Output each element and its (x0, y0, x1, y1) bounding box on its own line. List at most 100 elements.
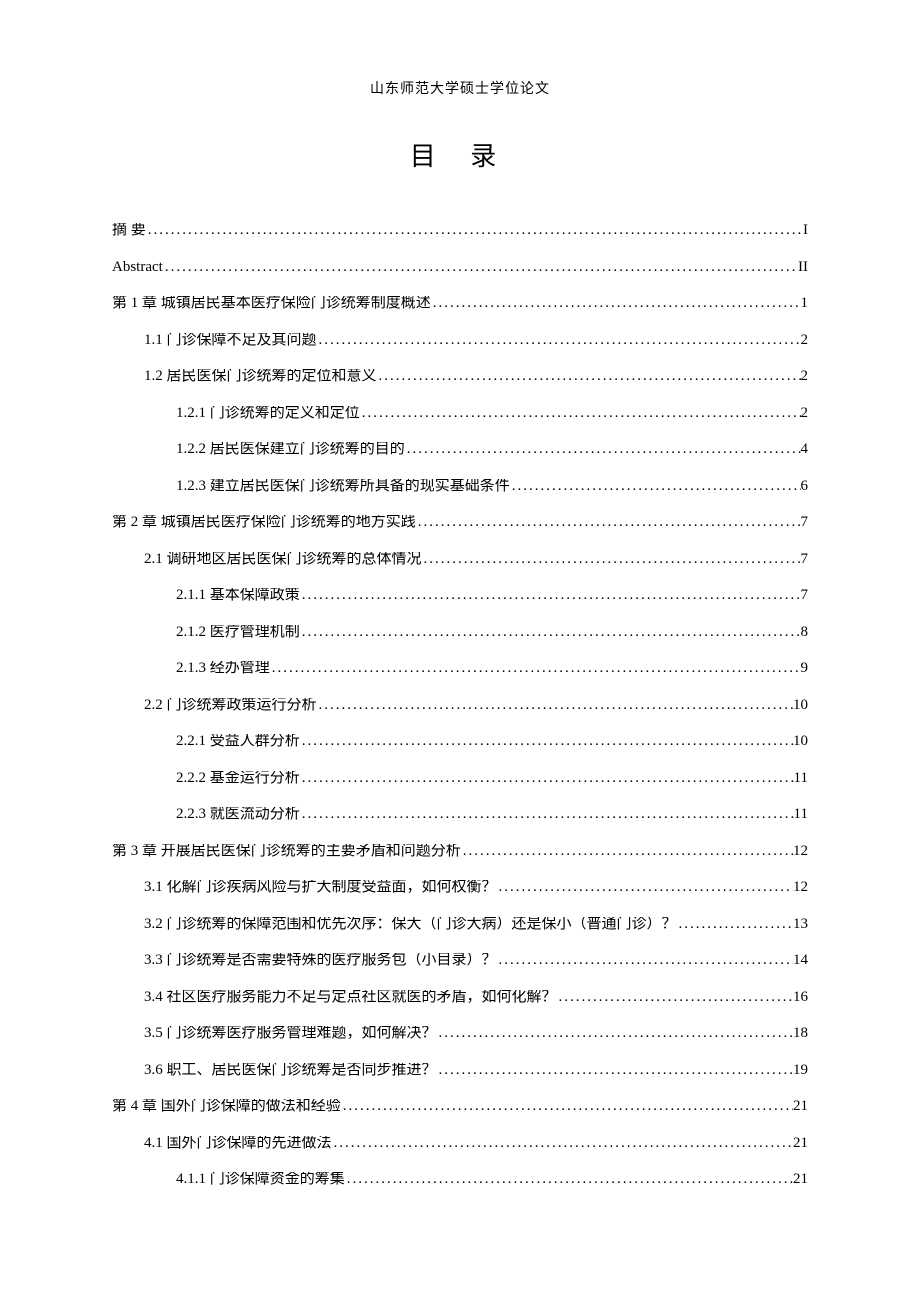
toc-leader-dots: ........................................… (146, 223, 803, 238)
toc-entry-text: 1.2.3 建立居民医保门诊统筹所具备的现实基础条件 (176, 479, 510, 494)
toc-entry: Abstract................................… (112, 260, 808, 275)
toc-entry: 第 2 章 城镇居民医疗保险门诊统筹的地方实践 ................… (112, 515, 808, 530)
toc-leader-dots: ........................................… (300, 588, 801, 603)
document-page: 山东师范大学硕士学位论文 目 录 摘 要....................… (0, 0, 920, 1259)
toc-entry: 1.1 门诊保障不足及其问题..........................… (112, 333, 808, 348)
toc-entry: 2.1 调研地区居民医保门诊统筹的总体情况...................… (112, 552, 808, 567)
toc-entry-text: 1.2.2 居民医保建立门诊统筹的目的 (176, 442, 405, 457)
toc-leader-dots: ........................................… (416, 515, 801, 530)
toc-entry-page: 21 (793, 1099, 808, 1114)
toc-entry-text: 1.2 居民医保门诊统筹的定位和意义 (144, 369, 377, 384)
toc-entry: 第 4 章 国外门诊保障的做法和经验 .....................… (112, 1099, 808, 1114)
toc-leader-dots: ........................................… (377, 369, 801, 384)
toc-entry-text: 2.1 调研地区居民医保门诊统筹的总体情况 (144, 552, 422, 567)
toc-leader-dots: ........................................… (437, 1063, 793, 1078)
toc-leader-dots: ........................................… (497, 953, 793, 968)
toc-entry-page: 2 (801, 406, 809, 421)
toc-entry: 2.2.2 基金运行分析 ...........................… (112, 771, 808, 786)
toc-entry-page: 9 (801, 661, 809, 676)
toc-leader-dots: ........................................… (317, 333, 801, 348)
toc-entry-text: 摘 要 (112, 223, 146, 238)
toc-entry: 2.1.1 基本保障政策 ...........................… (112, 588, 808, 603)
toc-entry-text: 1.2.1 门诊统筹的定义和定位 (176, 406, 360, 421)
toc-entry: 3.1 化解门诊疾病风险与扩大制度受益面，如何权衡？..............… (112, 880, 808, 895)
toc-entry-page: 13 (793, 917, 808, 932)
toc-leader-dots: ........................................… (360, 406, 801, 421)
toc-entry-text: 3.2 门诊统筹的保障范围和优先次序：保大（门诊大病）还是保小（普通门诊）？ (144, 917, 677, 932)
toc-entry: 第 1 章 城镇居民基本医疗保险门诊统筹制度概述 ...............… (112, 296, 808, 311)
toc-leader-dots: ........................................… (300, 807, 794, 822)
toc-entry-text: 第 4 章 国外门诊保障的做法和经验 (112, 1099, 341, 1114)
toc-entry: 3.2 门诊统筹的保障范围和优先次序：保大（门诊大病）还是保小（普通门诊）？..… (112, 917, 808, 932)
toc-entry-text: 3.5 门诊统筹医疗服务管理难题，如何解决？ (144, 1026, 437, 1041)
toc-entry-page: 1 (801, 296, 809, 311)
toc-entry: 摘 要.....................................… (112, 223, 808, 238)
toc-entry: 第 3 章 开展居民医保门诊统筹的主要矛盾和问题分析 .............… (112, 844, 808, 859)
toc-leader-dots: ........................................… (461, 844, 793, 859)
toc-entry-page: 10 (793, 698, 808, 713)
toc-leader-dots: ........................................… (557, 990, 793, 1005)
toc-entry-text: 2.2.3 就医流动分析 (176, 807, 300, 822)
toc-entry-page: 14 (793, 953, 808, 968)
toc-leader-dots: ........................................… (317, 698, 793, 713)
toc-container: 摘 要.....................................… (112, 223, 808, 1187)
toc-leader-dots: ........................................… (300, 625, 801, 640)
toc-entry: 1.2.3 建立居民医保门诊统筹所具备的现实基础条件 .............… (112, 479, 808, 494)
toc-leader-dots: ........................................… (163, 260, 798, 275)
toc-entry: 1.2.1 门诊统筹的定义和定位 .......................… (112, 406, 808, 421)
toc-entry: 2.1.2 医疗管理机制 ...........................… (112, 625, 808, 640)
page-header: 山东师范大学硕士学位论文 (112, 78, 808, 98)
toc-leader-dots: ........................................… (270, 661, 801, 676)
toc-entry-text: 2.1.1 基本保障政策 (176, 588, 300, 603)
toc-entry: 2.2.1 受益人群分析 ...........................… (112, 734, 808, 749)
toc-entry-page: 21 (793, 1136, 808, 1151)
toc-entry-page: II (798, 260, 808, 275)
toc-entry-page: 4 (801, 442, 809, 457)
toc-entry-text: 第 3 章 开展居民医保门诊统筹的主要矛盾和问题分析 (112, 844, 461, 859)
toc-entry-text: 第 1 章 城镇居民基本医疗保险门诊统筹制度概述 (112, 296, 431, 311)
toc-entry-text: 第 2 章 城镇居民医疗保险门诊统筹的地方实践 (112, 515, 416, 530)
toc-entry-page: 6 (801, 479, 809, 494)
toc-entry-text: 4.1 国外门诊保障的先进做法 (144, 1136, 332, 1151)
toc-leader-dots: ........................................… (437, 1026, 793, 1041)
toc-entry-page: 2 (801, 369, 809, 384)
toc-leader-dots: ........................................… (497, 880, 793, 895)
toc-entry-page: 18 (793, 1026, 808, 1041)
toc-entry-text: 2.1.3 经办管理 (176, 661, 270, 676)
toc-leader-dots: ........................................… (431, 296, 801, 311)
toc-entry-page: 8 (801, 625, 809, 640)
toc-leader-dots: ........................................… (422, 552, 801, 567)
toc-entry-text: 2.1.2 医疗管理机制 (176, 625, 300, 640)
toc-entry: 3.4 社区医疗服务能力不足与定点社区就医的矛盾，如何化解？..........… (112, 990, 808, 1005)
toc-entry-text: 4.1.1 门诊保障资金的筹集 (176, 1172, 345, 1187)
toc-entry-page: 21 (793, 1172, 808, 1187)
toc-entry: 3.6 职工、居民医保门诊统筹是否同步推进？..................… (112, 1063, 808, 1078)
toc-leader-dots: ........................................… (341, 1099, 793, 1114)
toc-entry-page: 7 (801, 588, 809, 603)
toc-entry: 1.2.2 居民医保建立门诊统筹的目的 ....................… (112, 442, 808, 457)
toc-entry-page: 19 (793, 1063, 808, 1078)
toc-entry: 3.5 门诊统筹医疗服务管理难题，如何解决？..................… (112, 1026, 808, 1041)
toc-entry: 4.1.1 门诊保障资金的筹集 ........................… (112, 1172, 808, 1187)
toc-entry-text: 2.2 门诊统筹政策运行分析 (144, 698, 317, 713)
toc-leader-dots: ........................................… (300, 734, 793, 749)
toc-entry-page: 12 (793, 844, 808, 859)
toc-entry-page: 12 (793, 880, 808, 895)
toc-leader-dots: ........................................… (332, 1136, 793, 1151)
toc-entry-page: 2 (801, 333, 809, 348)
toc-entry: 2.2.3 就医流动分析 ...........................… (112, 807, 808, 822)
toc-entry-text: 2.2.1 受益人群分析 (176, 734, 300, 749)
toc-entry-page: 16 (793, 990, 808, 1005)
toc-entry: 2.1.3 经办管理 .............................… (112, 661, 808, 676)
toc-entry: 2.2 门诊统筹政策运行分析..........................… (112, 698, 808, 713)
toc-leader-dots: ........................................… (405, 442, 801, 457)
toc-leader-dots: ........................................… (677, 917, 793, 932)
toc-entry-page: 11 (794, 771, 808, 786)
toc-entry-text: 1.1 门诊保障不足及其问题 (144, 333, 317, 348)
toc-entry: 1.2 居民医保门诊统筹的定位和意义......................… (112, 369, 808, 384)
toc-entry-page: I (803, 223, 808, 238)
toc-entry: 3.3 门诊统筹是否需要特殊的医疗服务包（小目录）？..............… (112, 953, 808, 968)
toc-leader-dots: ........................................… (510, 479, 801, 494)
toc-entry-page: 10 (793, 734, 808, 749)
toc-entry-page: 7 (801, 552, 809, 567)
